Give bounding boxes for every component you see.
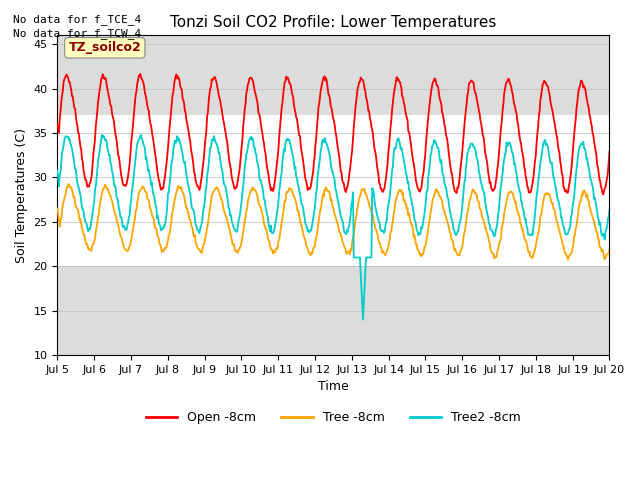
- Bar: [58, 115, 609, 266]
- Text: No data for f_TCE_4: No data for f_TCE_4: [13, 13, 141, 24]
- Legend: Open -8cm, Tree -8cm, Tree2 -8cm: Open -8cm, Tree -8cm, Tree2 -8cm: [141, 406, 525, 429]
- Title: Tonzi Soil CO2 Profile: Lower Temperatures: Tonzi Soil CO2 Profile: Lower Temperatur…: [170, 15, 497, 30]
- Text: TZ_soilco2: TZ_soilco2: [68, 41, 141, 54]
- Y-axis label: Soil Temperatures (C): Soil Temperatures (C): [15, 128, 28, 263]
- X-axis label: Time: Time: [318, 381, 349, 394]
- Text: No data for f_TCW_4: No data for f_TCW_4: [13, 28, 141, 39]
